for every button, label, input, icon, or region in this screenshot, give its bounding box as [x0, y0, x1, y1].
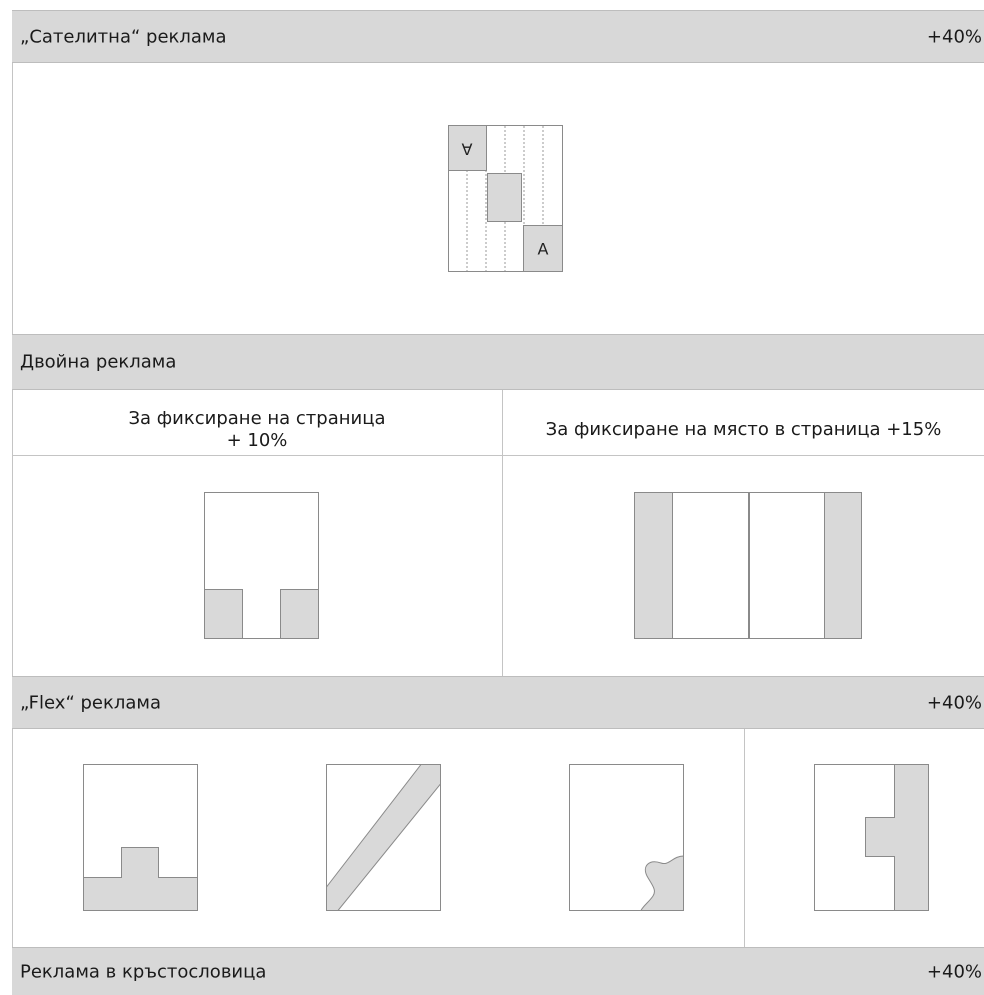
double-title: Двойна реклама — [20, 351, 177, 373]
double-page-diagram — [204, 492, 319, 639]
left-border — [12, 10, 13, 995]
double-divider — [502, 390, 503, 676]
spread-right-strip — [824, 492, 862, 639]
flex-diagram-organic — [569, 764, 684, 911]
flex-diagram-diagonal — [326, 764, 441, 911]
crossword-surcharge: +40% — [926, 961, 982, 982]
satellite-surcharge: +40% — [926, 26, 982, 47]
satellite-letter-bottom: A — [538, 240, 549, 259]
page-fixed-label: За фиксиране на страница — [128, 408, 386, 429]
satellite-top-block — [448, 125, 487, 171]
crossword-header: Реклама в кръстословица +40% — [12, 947, 984, 995]
satellite-bottom-block — [523, 225, 563, 272]
flex-divider — [744, 729, 745, 947]
satellite-middle-block — [487, 173, 522, 222]
crossword-title: Реклама в кръстословица — [20, 961, 267, 982]
place-fixed-label: За фиксиране на място в страница +15% — [545, 419, 942, 440]
flex-diagram-t-shape — [83, 764, 198, 911]
double-spread-diagram — [634, 492, 862, 639]
double-place-fixed-heading: За фиксиране на място в страница +15% — [503, 419, 984, 441]
flex-surcharge: +40% — [926, 692, 982, 713]
satellite-letter-top: A — [461, 140, 472, 159]
double-header: Двойна реклама — [12, 334, 984, 390]
flex-header: „Flex“ реклама +40% — [12, 676, 984, 729]
satellite-header: „Сателитна“ реклама +40% — [12, 10, 984, 63]
double-page-fixed-heading: За фиксиране на страница + 10% — [12, 408, 502, 452]
double-page-right-block — [280, 589, 319, 639]
spread-left-strip — [634, 492, 673, 639]
page-fixed-surcharge: + 10% — [226, 430, 288, 451]
flex-diagram-side-notch — [814, 764, 929, 911]
double-subheader-line — [12, 455, 984, 456]
satellite-diagram: A A — [448, 125, 563, 272]
flex-title: „Flex“ реклама — [20, 692, 162, 713]
double-page-left-block — [204, 589, 243, 639]
satellite-title: „Сателитна“ реклама — [20, 26, 227, 47]
